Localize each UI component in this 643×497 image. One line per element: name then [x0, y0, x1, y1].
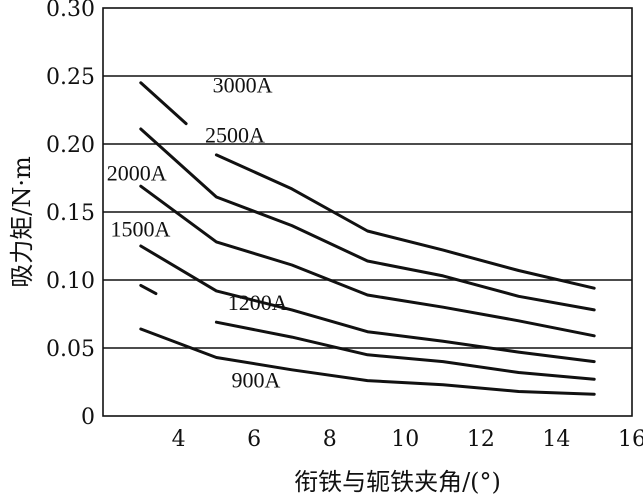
- series-line-3000A-part2: [214, 153, 596, 290]
- series-line-2000A: [139, 184, 596, 338]
- series-label-1200A: 1200A: [228, 290, 288, 315]
- x-axis-title: 衔铁与轭铁夹角/(°): [294, 468, 501, 496]
- series-label-900A: 900A: [231, 367, 280, 392]
- y-axis-title: 吸力矩/N·m: [8, 156, 36, 288]
- y-tick-label: 0.25: [46, 65, 95, 90]
- series-line-1200A-part1: [139, 283, 158, 296]
- x-tick-label: 12: [467, 427, 495, 452]
- y-tick-label: 0.20: [46, 133, 95, 158]
- grid-layer: [103, 75, 632, 349]
- x-tick-label: 4: [172, 427, 186, 452]
- y-tick-label: 0.15: [46, 201, 95, 226]
- x-tick-label: 10: [391, 427, 419, 452]
- series-label-2500A: 2500A: [205, 123, 265, 148]
- series-label-layer: 3000A 2500A 2000A 1500A 1200A 900A: [107, 72, 288, 392]
- y-tick-label: 0.30: [46, 0, 95, 22]
- series-layer: [139, 81, 596, 396]
- y-tick-label: 0: [81, 405, 95, 430]
- x-tick-label: 14: [542, 427, 570, 452]
- series-line-3000A-part1: [139, 81, 188, 126]
- tick-label-layer: 0 0.05 0.10 0.15 0.20 0.25 0.30 4 6 8 10 12 14 16: [46, 0, 643, 452]
- plot-frame: [102, 7, 633, 417]
- x-tick-label: 6: [247, 427, 261, 452]
- series-label-1500A: 1500A: [111, 216, 171, 241]
- series-line-1200A-part2: [214, 320, 596, 381]
- series-line-1500A: [139, 244, 596, 364]
- y-tick-label: 0.10: [46, 269, 95, 294]
- series-line-2500A: [139, 127, 596, 312]
- x-tick-label: 8: [323, 427, 337, 452]
- series-label-3000A: 3000A: [213, 72, 273, 97]
- series-line-900A: [139, 327, 596, 396]
- series-label-2000A: 2000A: [107, 161, 167, 186]
- x-tick-label: 16: [618, 427, 643, 452]
- y-tick-label: 0.05: [46, 337, 95, 362]
